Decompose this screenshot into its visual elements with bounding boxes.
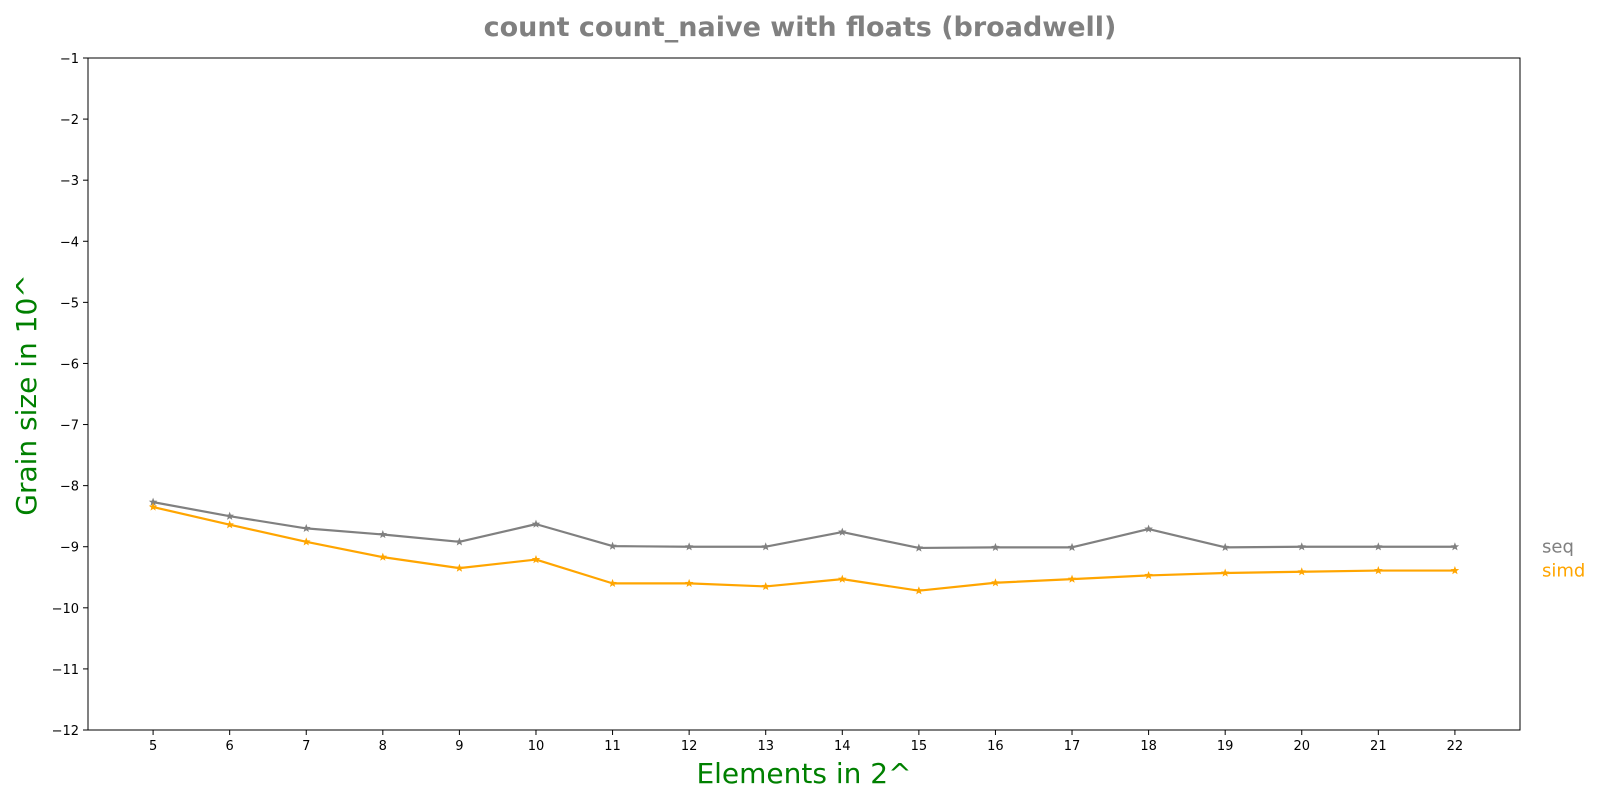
data-point-seq bbox=[838, 527, 847, 536]
x-tick-label: 21 bbox=[1370, 739, 1387, 754]
data-point-seq bbox=[225, 511, 234, 520]
x-tick-label: 15 bbox=[911, 739, 928, 754]
x-tick-label: 14 bbox=[834, 739, 851, 754]
data-point-seq bbox=[761, 542, 770, 551]
y-axis: −1 −2 −3 −4 −5 −6 −7 −8 −9 −10 −11 −12 bbox=[52, 52, 88, 739]
plot-area bbox=[87, 57, 1521, 731]
data-point-simd bbox=[1067, 574, 1077, 583]
x-tick-label: 13 bbox=[757, 739, 774, 754]
legend-label-seq: seq bbox=[1542, 537, 1574, 558]
data-point-seq bbox=[531, 519, 541, 528]
x-tick-label: 17 bbox=[1064, 739, 1081, 754]
data-point-seq bbox=[378, 530, 388, 539]
series-line-seq bbox=[152, 501, 1455, 550]
data-point-simd bbox=[684, 578, 694, 588]
data-point-simd bbox=[991, 578, 1000, 587]
y-tick-label: −5 bbox=[60, 296, 79, 311]
data-point-simd bbox=[378, 552, 388, 561]
data-point-simd bbox=[608, 578, 617, 588]
data-point-simd bbox=[301, 537, 311, 546]
data-point-seq bbox=[301, 523, 311, 533]
y-tick-label: −10 bbox=[52, 602, 79, 617]
x-tick-label: 7 bbox=[302, 739, 310, 754]
x-tick-label: 16 bbox=[987, 739, 1004, 754]
data-point-simd bbox=[455, 563, 464, 572]
x-tick-label: 8 bbox=[379, 739, 387, 754]
x-tick-label: 5 bbox=[149, 739, 157, 754]
data-point-seq bbox=[1297, 542, 1307, 551]
y-tick-label: −11 bbox=[52, 663, 79, 678]
data-point-seq bbox=[1450, 542, 1460, 551]
x-tick-label: 10 bbox=[528, 739, 545, 754]
y-tick-label: −12 bbox=[52, 724, 79, 739]
y-tick-label: −1 bbox=[60, 52, 79, 67]
data-point-seq bbox=[914, 543, 924, 552]
x-tick-label: 18 bbox=[1140, 739, 1157, 754]
x-tick-label: 9 bbox=[455, 739, 463, 754]
data-point-simd bbox=[1220, 568, 1230, 577]
series-line-simd bbox=[152, 505, 1455, 592]
y-tick-label: −2 bbox=[60, 113, 79, 128]
data-point-simd bbox=[531, 555, 541, 564]
data-point-simd bbox=[914, 586, 924, 595]
x-tick-label: 11 bbox=[604, 739, 621, 754]
data-point-simd bbox=[761, 581, 770, 591]
data-point-simd bbox=[225, 520, 234, 529]
x-tick-label: 6 bbox=[226, 739, 234, 754]
x-tick-label: 12 bbox=[681, 739, 698, 754]
data-point-simd bbox=[1144, 570, 1153, 580]
data-point-simd bbox=[148, 502, 158, 511]
data-point-seq bbox=[608, 541, 617, 550]
y-tick-label: −7 bbox=[60, 419, 79, 434]
y-tick-label: −4 bbox=[60, 235, 79, 250]
legend: seq simd bbox=[1542, 537, 1585, 582]
y-tick-label: −8 bbox=[60, 480, 79, 495]
x-tick-label: 20 bbox=[1293, 739, 1310, 754]
data-point-seq bbox=[684, 542, 694, 551]
data-point-seq bbox=[455, 537, 464, 546]
data-point-seq bbox=[1374, 542, 1383, 551]
data-point-seq bbox=[991, 542, 1000, 551]
x-axis: 5 6 7 8 9 10 11 12 13 14 15 16 17 18 19 20 21 22 bbox=[149, 730, 1463, 754]
legend-label-simd: simd bbox=[1542, 561, 1585, 582]
data-point-seq bbox=[1067, 542, 1077, 551]
data-point-simd bbox=[1297, 567, 1307, 576]
y-tick-label: −3 bbox=[60, 174, 79, 189]
data-point-simd bbox=[838, 574, 847, 583]
y-axis-label: Grain size in 10^ bbox=[10, 274, 43, 516]
x-tick-label: 19 bbox=[1217, 739, 1234, 754]
data-point-seq bbox=[148, 497, 158, 506]
data-point-seq bbox=[1220, 542, 1230, 551]
chart-title: count count_naive with floats (broadwell… bbox=[484, 12, 1117, 43]
x-tick-label: 22 bbox=[1447, 739, 1464, 754]
y-tick-label: −6 bbox=[60, 357, 79, 372]
data-point-simd bbox=[1450, 566, 1460, 575]
series-layer bbox=[148, 497, 1460, 595]
x-axis-label: Elements in 2^ bbox=[696, 757, 911, 790]
data-point-simd bbox=[1374, 566, 1383, 575]
y-tick-label: −9 bbox=[60, 541, 79, 556]
data-point-seq bbox=[1144, 524, 1153, 533]
